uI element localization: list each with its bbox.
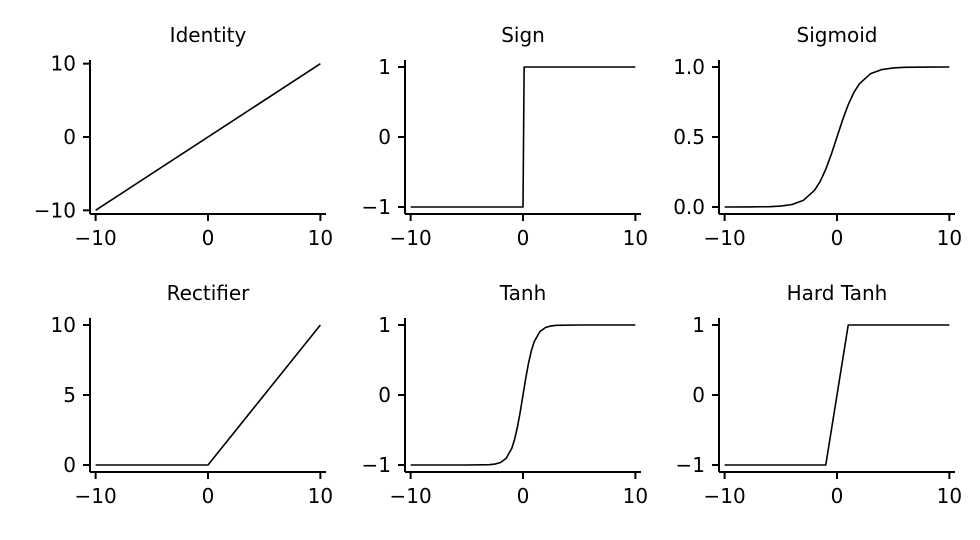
- panel-title-rectifier: Rectifier: [167, 281, 251, 305]
- x-tick-label: 0: [831, 484, 844, 508]
- x-tick-label: 10: [937, 226, 962, 250]
- series-line-rectifier: [95, 324, 322, 466]
- panel-title-sigmoid: Sigmoid: [797, 23, 878, 47]
- panel-sign: Sign−10 0 10−101: [362, 23, 649, 250]
- x-tick-label: 10: [623, 226, 648, 250]
- panel-title-tanh: Tanh: [499, 281, 547, 305]
- panel-hard-tanh: Hard Tanh−10 0 10−101: [676, 281, 963, 508]
- x-tick-label: −10: [75, 226, 117, 250]
- panel-title-sign: Sign: [501, 23, 545, 47]
- y-tick-label: −1: [676, 453, 705, 477]
- x-tick-label: 10: [623, 484, 648, 508]
- y-tick-label: −1: [362, 453, 391, 477]
- x-tick-label: −10: [390, 226, 432, 250]
- x-tick-label: 0: [517, 484, 530, 508]
- panel-rectifier: Rectifier −10 0 10 0 5 10: [51, 281, 334, 508]
- x-tick-label: −10: [390, 484, 432, 508]
- x-tick-label: −10: [75, 484, 117, 508]
- series-line-identity: [95, 63, 321, 211]
- y-tick-label: 0: [63, 125, 76, 149]
- x-tick-label: 10: [937, 484, 962, 508]
- x-tick-label: 0: [517, 226, 530, 250]
- series-line-hard-tanh: [724, 324, 950, 466]
- x-tick-label: 0: [202, 484, 215, 508]
- y-tick-label: 0: [692, 383, 705, 407]
- panel-sigmoid: Sigmoid −10 0 10 0.0 0.5 1.0: [673, 23, 962, 250]
- y-tick-label: 0: [63, 453, 76, 477]
- panel-title-hard-tanh: Hard Tanh: [787, 281, 888, 305]
- y-tick-label: 0: [378, 125, 391, 149]
- panel-tanh: Tanh−10 0 10−101: [362, 281, 649, 508]
- y-tick-label: 0.0: [673, 195, 705, 219]
- x-tick-label: 0: [831, 226, 844, 250]
- x-tick-label: 0: [202, 226, 215, 250]
- y-tick-label: 10: [51, 52, 76, 76]
- x-tick-label: 10: [308, 484, 333, 508]
- y-tick-label: 0: [378, 383, 391, 407]
- y-tick-label: 1: [692, 313, 705, 337]
- x-tick-label: −10: [704, 226, 746, 250]
- panel-title-identity: Identity: [170, 23, 247, 47]
- y-tick-label: −1: [362, 195, 391, 219]
- series-line-sigmoid: [724, 66, 950, 208]
- x-tick-label: 10: [308, 226, 333, 250]
- y-tick-label: 10: [51, 313, 76, 337]
- x-tick-label: −10: [704, 484, 746, 508]
- y-tick-label: 1.0: [673, 55, 705, 79]
- y-tick-label: 5: [63, 383, 76, 407]
- series-line-tanh: [410, 324, 636, 466]
- y-tick-label: 1: [378, 55, 391, 79]
- y-tick-label: −10: [34, 198, 76, 222]
- panel-identity: Identity −10 0 10 −10 0 10: [34, 23, 333, 250]
- y-tick-label: 1: [378, 313, 391, 337]
- series-line-sign: [410, 66, 636, 208]
- y-tick-label: 0.5: [673, 125, 705, 149]
